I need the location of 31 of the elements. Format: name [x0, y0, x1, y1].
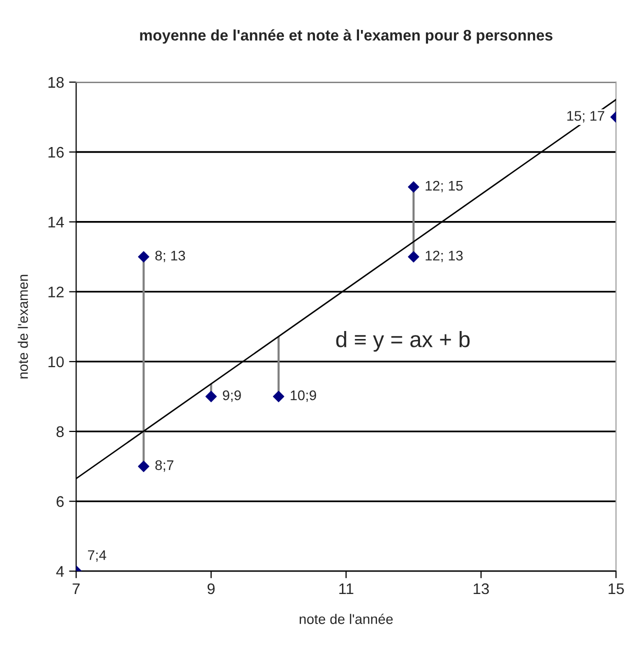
annotation: d ≡ y = ax + b — [336, 330, 470, 352]
x-tick-label: 7 — [72, 584, 80, 594]
point — [138, 251, 150, 262]
point — [408, 251, 420, 262]
data-label: 10;9 — [290, 390, 316, 402]
x-axis-title: note de l'année — [300, 614, 393, 624]
y-tick-label: 4 — [56, 566, 64, 577]
data-label: 12; 13 — [426, 250, 463, 262]
point — [272, 390, 284, 402]
y-tick-label: 12 — [48, 286, 64, 298]
point — [408, 181, 420, 193]
x-tick-label: 13 — [474, 583, 489, 594]
y-tick-label: 6 — [56, 496, 64, 507]
y-tick-label: 10 — [48, 356, 64, 368]
point — [138, 460, 150, 472]
x-tick-label: 9 — [208, 583, 215, 594]
y-tick-label: 18 — [48, 77, 64, 88]
y-tick-label: 16 — [48, 146, 64, 158]
data-label: 7;4 — [88, 550, 106, 562]
data-label: 15; 17 — [567, 111, 604, 122]
data-label: 8; 13 — [155, 250, 186, 262]
y-axis-title: note de l'examen — [18, 274, 28, 378]
chart-title: moyenne de l'année et note à l'examen pour 8 personnes — [140, 29, 552, 44]
point — [205, 390, 217, 402]
data-label: 9;9 — [222, 390, 241, 402]
x-tick-label: 11 — [339, 584, 354, 594]
data-label: 12; 15 — [426, 180, 463, 192]
x-tick-label: 15 — [608, 584, 624, 594]
data-label: 8;7 — [155, 460, 174, 472]
y-tick-label: 8 — [56, 426, 64, 438]
y-tick-label: 14 — [48, 216, 64, 228]
